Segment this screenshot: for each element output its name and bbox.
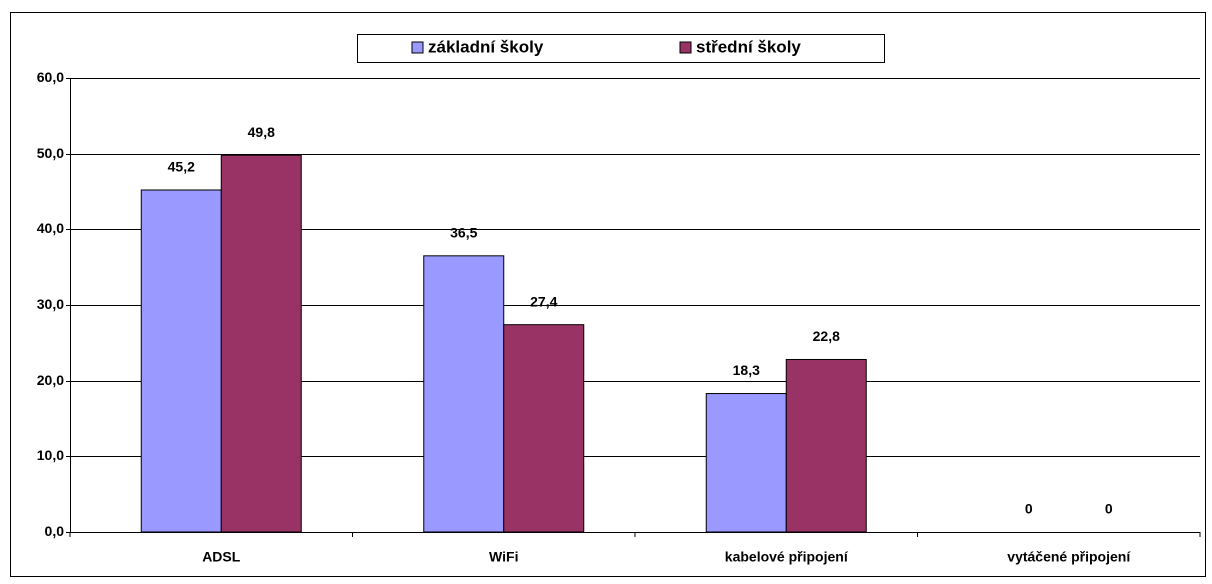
x-tick-label: ADSL [202,549,241,565]
x-tick-label: vytáčené připojení [1007,549,1131,565]
y-tick-label: 10,0 [37,447,64,463]
y-tick-label: 50,0 [37,145,64,161]
legend-box [357,34,885,63]
bar [785,358,867,533]
data-label: 49,8 [248,124,275,140]
data-label: 0 [1025,501,1033,517]
y-tick-label: 30,0 [37,296,64,312]
data-label: 22,8 [813,328,840,344]
y-tick-label: 0,0 [45,523,65,539]
data-label: 18,3 [733,362,760,378]
data-label: 45,2 [168,159,195,175]
legend-label: základní školy [428,37,544,56]
bar [705,393,787,533]
bar [503,324,585,533]
y-tick-label: 40,0 [37,220,64,236]
data-label: 0 [1105,501,1113,517]
bar [423,255,505,533]
bar [140,189,222,533]
x-tick-label: WiFi [489,549,518,565]
data-label: 36,5 [450,225,477,241]
y-tick-label: 20,0 [37,372,64,388]
x-tick-label: kabelové připojení [725,549,849,565]
legend-swatch [411,41,424,54]
bar [220,154,302,533]
y-tick-label: 60,0 [37,69,64,85]
data-label: 27,4 [530,293,557,309]
legend-label: střední školy [696,37,801,56]
legend-swatch [679,41,692,54]
